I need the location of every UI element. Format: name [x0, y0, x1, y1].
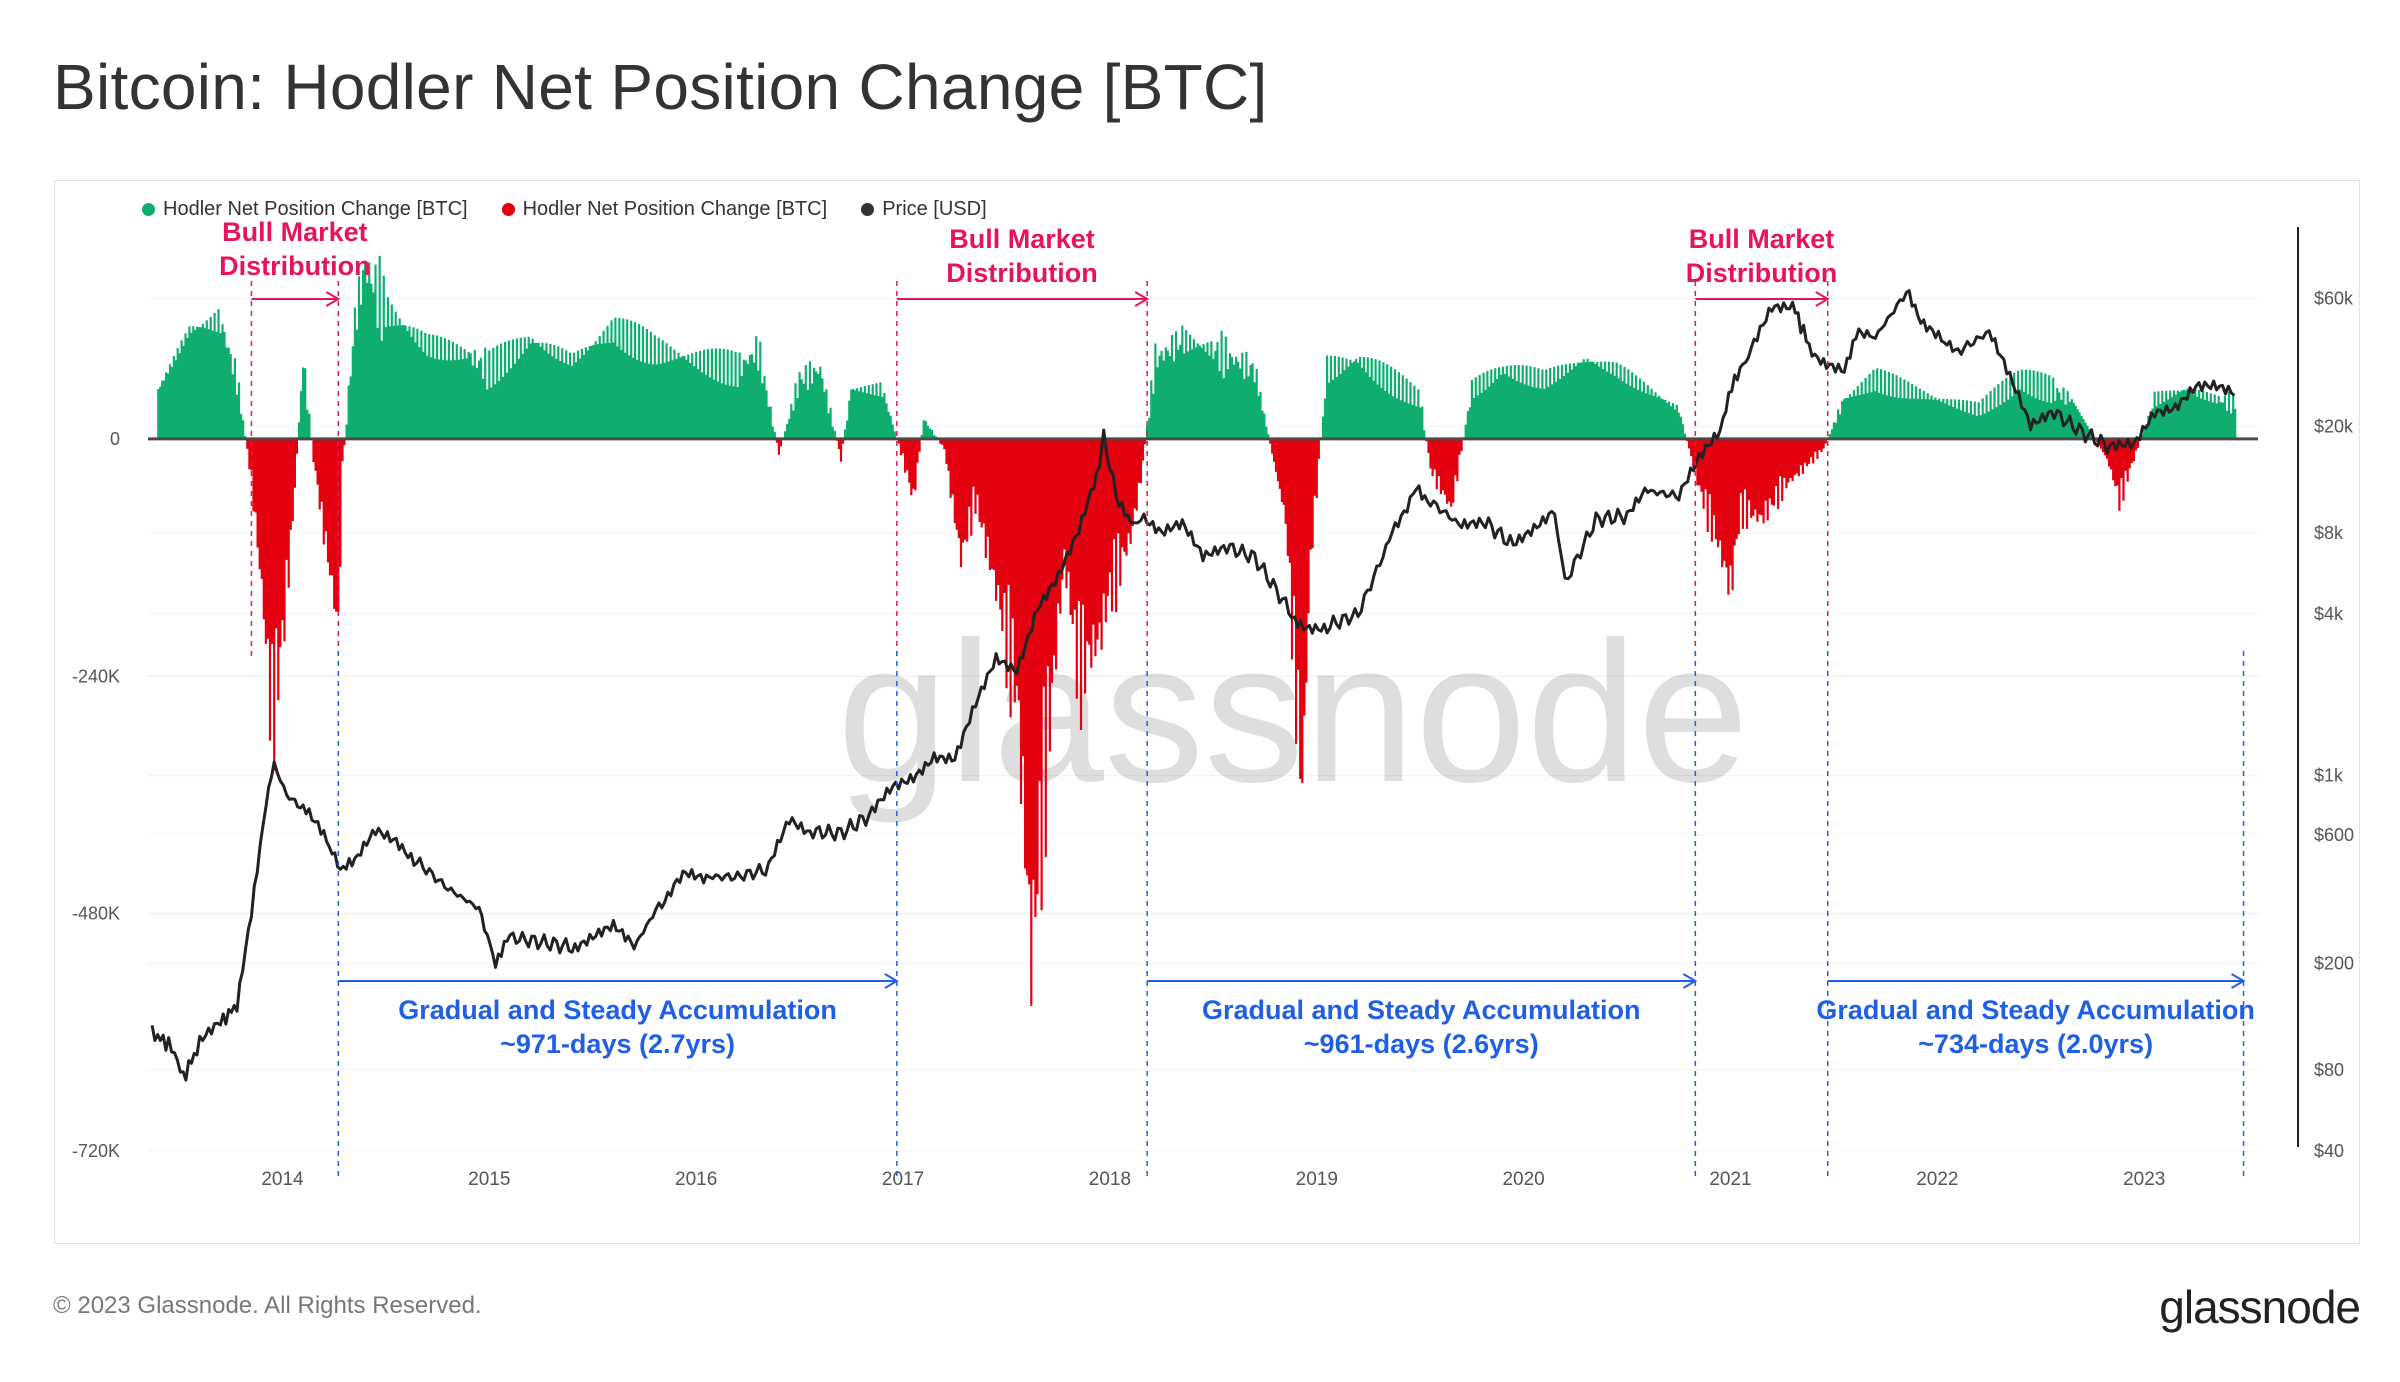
x-tick-label: 2016	[675, 1169, 717, 1190]
x-tick-label: 2017	[882, 1169, 924, 1190]
x-tick-label: 2018	[1089, 1169, 1131, 1190]
hodler-negative-area	[246, 438, 2142, 1006]
accumulation-label-duration: ~971-days (2.7yrs)	[500, 1029, 735, 1059]
y-right-tick-label: $20k	[2314, 416, 2354, 436]
legend-dot-red	[501, 203, 515, 216]
accumulation-label-duration: ~961-days (2.6yrs)	[1304, 1029, 1539, 1059]
annotation-arrowhead	[1682, 973, 1698, 989]
legend-label: Price [USD]	[882, 198, 987, 220]
accumulation-label-duration: ~734-days (2.0yrs)	[1918, 1029, 2153, 1059]
y-left-tick-label: -720K	[72, 1141, 120, 1161]
distribution-label-line1: Bull Market	[1689, 224, 1835, 254]
legend-item-price[interactable]: Price [USD]	[861, 198, 987, 221]
chart-svg: 0 -240K -480K -720K $60k $20k $8k $4k $1k $600 $20…	[72, 217, 2354, 1190]
y-left-tick-label: -240K	[72, 666, 120, 686]
distribution-label-line2: Distribution	[219, 251, 370, 281]
x-tick-label: 2014	[261, 1169, 304, 1190]
annotation-arrowhead	[884, 973, 899, 989]
legend-item-hodler-positive[interactable]: Hodler Net Position Change [BTC]	[142, 198, 468, 221]
legend-dot-black	[861, 203, 875, 216]
y-left-tick-label: 0	[110, 429, 120, 449]
page-title: Bitcoin: Hodler Net Position Change [BTC…	[53, 51, 1268, 123]
annotation-arrowhead	[2231, 973, 2246, 989]
distribution-label-line2: Distribution	[946, 258, 1097, 288]
annotation-arrowhead	[1134, 291, 1150, 307]
legend-item-hodler-negative[interactable]: Hodler Net Position Change [BTC]	[501, 198, 828, 221]
distribution-label-line2: Distribution	[1686, 258, 1837, 288]
y-right-tick-label: $200	[2314, 953, 2354, 973]
x-tick-label: 2020	[1502, 1169, 1544, 1190]
legend-label: Hodler Net Position Change [BTC]	[522, 198, 828, 220]
y-right-tick-label: $8k	[2314, 523, 2344, 543]
x-tick-label: 2022	[1916, 1169, 1958, 1190]
x-tick-label: 2015	[468, 1169, 510, 1190]
y-right-tick-label: $600	[2314, 825, 2354, 845]
y-right-tick-label: $80	[2314, 1060, 2344, 1080]
accumulation-label-title: Gradual and Steady Accumulation	[1202, 995, 1641, 1025]
legend-dot-green	[142, 203, 155, 216]
accumulation-label-title: Gradual and Steady Accumulation	[1816, 995, 2255, 1025]
y-left-tick-label: -480K	[72, 904, 120, 924]
y-right-tick-label: $1k	[2314, 766, 2344, 786]
x-tick-label: 2021	[1709, 1169, 1751, 1190]
chart-legend: Hodler Net Position Change [BTC] Hodler …	[142, 198, 987, 221]
y-right-tick-label: $60k	[2314, 288, 2354, 308]
distribution-label-line1: Bull Market	[949, 224, 1095, 254]
y-right-tick-label: $4k	[2314, 604, 2344, 624]
price-line	[150, 289, 2236, 1082]
accumulation-label-title: Gradual and Steady Accumulation	[398, 995, 837, 1025]
y-right-tick-label: $40	[2314, 1141, 2344, 1161]
annotation-arrowhead	[325, 291, 341, 307]
x-tick-label: 2023	[2123, 1169, 2165, 1190]
annotation-arrowhead	[1815, 291, 1830, 307]
chart-frame: 0 -240K -480K -720K $60k $20k $8k $4k $1k $600 $20…	[54, 180, 2360, 1244]
distribution-label-line1: Bull Market	[222, 217, 368, 247]
hodler-positive-area	[157, 255, 2237, 439]
legend-label: Hodler Net Position Change [BTC]	[163, 198, 468, 220]
glassnode-logo[interactable]: glassnode	[2159, 1281, 2361, 1333]
x-tick-label: 2019	[1296, 1169, 1338, 1190]
footer-copyright: © 2023 Glassnode. All Rights Reserved.	[53, 1292, 482, 1319]
